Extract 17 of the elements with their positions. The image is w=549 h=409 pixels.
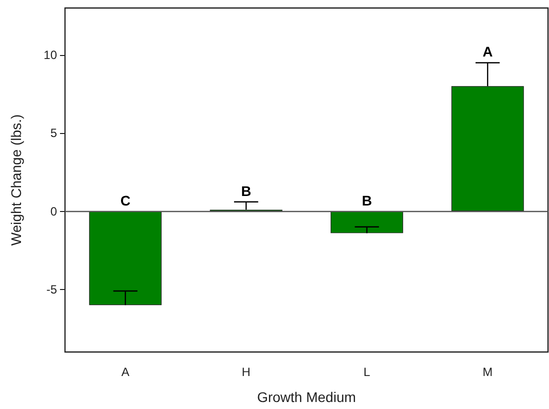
x-tick-label: H [242, 365, 250, 379]
annotation: B [362, 192, 372, 208]
bar [451, 86, 524, 212]
y-tick-label: 5 [50, 126, 58, 140]
annotation: C [120, 192, 130, 208]
bar [89, 211, 162, 306]
annotation: B [241, 182, 252, 199]
y-axis-title: Weight Change (lbs.) [8, 114, 24, 246]
x-tick-label: A [121, 365, 130, 379]
bar [330, 211, 404, 234]
y-tick-label: -5 [46, 282, 58, 296]
x-tick-label: M [482, 365, 493, 379]
x-tick-label: L [364, 365, 371, 379]
y-tick-label: 10 [44, 48, 58, 62]
annotation: A [482, 44, 493, 60]
y-tick-label: 0 [50, 204, 58, 218]
x-axis-title: Growth Medium [257, 389, 356, 405]
